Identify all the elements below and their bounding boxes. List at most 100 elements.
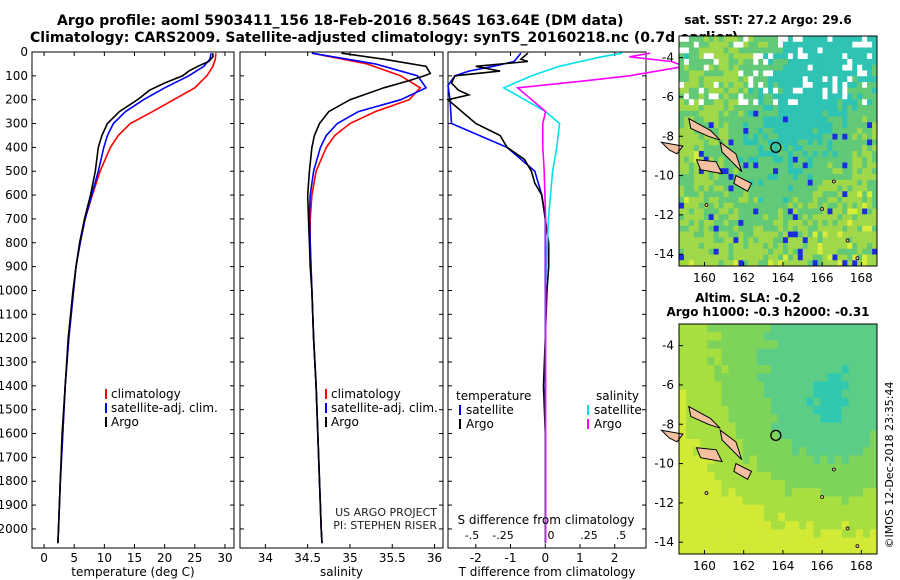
heatmap-cell (748, 225, 754, 232)
heatmap-cell (785, 373, 793, 382)
heatmap-cell (813, 324, 821, 333)
heatmap-cell (797, 225, 804, 232)
heatmap-cell (807, 36, 814, 43)
heatmap-cell (748, 70, 754, 77)
heatmap-cell (718, 47, 724, 54)
heatmap-cell (787, 105, 794, 112)
heatmap-cell (782, 243, 789, 250)
heatmap-cell (753, 208, 759, 215)
heatmap-cell (862, 208, 868, 215)
heatmap-cell (708, 191, 715, 198)
heatmap-cell (742, 332, 751, 341)
heatmap-cell (807, 225, 814, 232)
heatmap-cell (787, 99, 794, 106)
series-line-temperature-satellite (447, 52, 547, 544)
heatmap-cell (703, 225, 710, 232)
heatmap-cell (693, 133, 700, 140)
heatmap-cell (806, 512, 814, 522)
heatmap-cell (733, 87, 739, 94)
heatmap-cell (718, 220, 724, 227)
heatmap-cell (817, 208, 823, 215)
heatmap-cell (723, 197, 729, 204)
heatmap-cell (753, 179, 759, 186)
heatmap-cell (834, 545, 843, 555)
heatmap-cell (753, 231, 759, 238)
heatmap-cell (872, 36, 878, 43)
heatmap-cell (832, 53, 838, 60)
heatmap-cell (813, 414, 821, 423)
heatmap-cell (749, 373, 758, 382)
heatmap-cell (822, 59, 828, 66)
heatmap-cell (855, 422, 864, 432)
heatmap-cell (842, 185, 848, 192)
heatmap-cell (847, 59, 853, 66)
heatmap-cell (842, 82, 848, 89)
heatmap-cell (806, 439, 814, 448)
heatmap-cell (862, 348, 871, 358)
heatmap-cell (688, 162, 695, 169)
heatmap-cell (820, 356, 828, 366)
heatmap-cell (782, 208, 789, 215)
heatmap-cell (778, 545, 786, 555)
series-line-satellite-adj-clim- (308, 52, 428, 544)
heatmap-cell (857, 105, 863, 112)
heatmap-cell (773, 99, 779, 106)
heatmap-cell (763, 537, 772, 547)
credit-text: ©IMOS 12-Dec-2018 23:35:44 (883, 382, 896, 549)
heatmap-cell (749, 488, 758, 497)
heatmap-cell (787, 41, 794, 48)
heatmap-cell (862, 179, 868, 186)
heatmap-cell (812, 225, 818, 232)
heatmap-cell (847, 41, 853, 48)
heatmap-cell (848, 397, 857, 407)
heatmap-cell (822, 93, 828, 100)
heatmap-cell (758, 122, 764, 129)
heatmap-cell (713, 179, 719, 186)
heatmap-cell (807, 59, 814, 66)
heatmap-cell (683, 191, 690, 198)
heatmap-cell (827, 496, 835, 506)
heatmap-cell (763, 248, 769, 255)
heatmap-cell (756, 521, 765, 530)
legend-label: satellite-adj. clim. (111, 401, 218, 415)
heatmap-cell (693, 47, 700, 54)
heatmap-cell (827, 53, 833, 60)
heatmap-cell (807, 47, 814, 54)
heatmap-cell (708, 139, 715, 146)
heatmap-cell (743, 82, 749, 89)
heatmap-cell (867, 220, 873, 227)
heatmap-cell (847, 231, 853, 238)
heatmap-cell (728, 529, 736, 538)
heatmap-cell (748, 110, 754, 117)
x-tick-label: 1 (576, 551, 584, 565)
heatmap-cell (686, 529, 694, 538)
x-tick-label: 34 (258, 551, 273, 565)
heatmap-cell (718, 208, 724, 215)
heatmap-cell (703, 105, 710, 112)
heatmap-cell (848, 537, 857, 547)
heatmap-cell (768, 191, 774, 198)
heatmap-cell (728, 332, 736, 341)
heatmap-cell (703, 64, 710, 71)
heatmap-cell (827, 36, 833, 43)
heatmap-cell (713, 174, 719, 181)
heatmap-cell (713, 99, 719, 106)
heatmap-cell (714, 356, 722, 366)
heatmap-cell (778, 430, 786, 440)
heatmap-cell (812, 208, 818, 215)
heatmap-cell (723, 110, 729, 117)
heatmap-cell (763, 87, 769, 94)
heatmap-cell (703, 82, 710, 89)
heatmap-cell (683, 139, 690, 146)
heatmap-cell (679, 36, 685, 43)
heatmap-cell (862, 422, 871, 432)
heatmap-cell (770, 397, 779, 407)
heatmap-cell (867, 208, 873, 215)
heatmap-cell (837, 162, 843, 169)
heatmap-cell (852, 220, 858, 227)
heatmap-cell (842, 179, 848, 186)
heatmap-cell (713, 225, 719, 232)
heatmap-cell (693, 220, 700, 227)
heatmap-cell (768, 208, 774, 215)
heatmap-cell (842, 191, 848, 198)
